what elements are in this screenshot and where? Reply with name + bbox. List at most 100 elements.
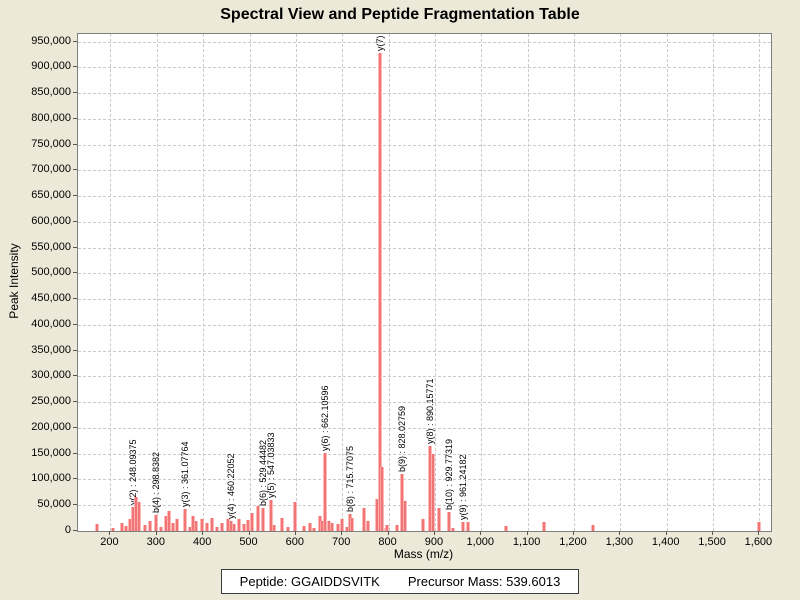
x-gridline xyxy=(527,34,529,531)
x-gridline xyxy=(481,34,483,531)
peak-bar xyxy=(216,527,219,531)
peak-bar xyxy=(422,519,425,531)
peak-bar xyxy=(120,523,123,531)
peptide-label: Peptide: GGAIDDSVITK xyxy=(239,574,380,589)
peak-bar xyxy=(210,518,213,531)
x-tick-label: 500 xyxy=(239,536,258,548)
x-tick-mark xyxy=(712,531,714,535)
peak-bar xyxy=(345,526,348,531)
x-gridline xyxy=(110,34,112,531)
y-gridline xyxy=(78,273,771,275)
peak-annotation: b(4) : 298.8382 xyxy=(151,451,162,514)
x-tick-mark xyxy=(387,531,389,535)
y-tick-mark xyxy=(73,195,77,197)
x-tick-label: 900 xyxy=(424,536,444,548)
x-gridline xyxy=(203,34,205,531)
peak-bar xyxy=(396,525,399,531)
x-tick-mark xyxy=(202,531,204,535)
x-tick-mark xyxy=(526,531,528,535)
peak-annotation: b(10) : 929.77319 xyxy=(443,438,454,510)
y-tick-label: 100,000 xyxy=(31,472,71,485)
peak-bar xyxy=(348,514,351,531)
chart-title: Spectral View and Peptide Fragmentation … xyxy=(220,6,580,23)
peak-annotation: y(6) : 662.10596 xyxy=(319,385,330,451)
x-gridline xyxy=(434,34,436,531)
x-tick-mark xyxy=(572,531,574,535)
peak-bar xyxy=(462,521,465,531)
peak-bar xyxy=(172,523,175,531)
y-tick-mark xyxy=(73,40,77,42)
x-gridline xyxy=(249,34,251,531)
y-gridline xyxy=(78,170,771,172)
x-tick-mark xyxy=(619,531,621,535)
spectral-view-chart: Spectral View and Peptide Fragmentation … xyxy=(7,6,773,561)
peak-annotation: y(9) : 961.24182 xyxy=(458,454,469,520)
peak-bar xyxy=(230,520,233,531)
peptide-info-box: Peptide: GGAIDDSVITK Precursor Mass: 539.… xyxy=(220,569,580,594)
y-tick-label: 450,000 xyxy=(31,292,71,305)
y-gridline xyxy=(78,41,771,43)
y-gridline xyxy=(78,93,771,95)
x-gridline xyxy=(573,34,575,531)
y-tick-mark xyxy=(73,298,77,300)
y-tick-mark xyxy=(73,349,77,351)
info-panel: Peptide: GGAIDDSVITK Precursor Mass: 539.… xyxy=(0,569,800,594)
peak-bar xyxy=(237,519,240,531)
peak-bar xyxy=(375,499,378,531)
peak-bar xyxy=(318,516,321,531)
peak-annotation: b(8) : 715.77075 xyxy=(344,445,355,512)
peak-bar xyxy=(386,524,389,531)
peak-bar xyxy=(165,516,168,531)
x-gridline xyxy=(388,34,390,531)
x-tick-label: 400 xyxy=(192,536,212,548)
y-tick-label: 0 xyxy=(64,524,71,536)
y-tick-label: 250,000 xyxy=(31,395,71,408)
precursor-mass-label: Precursor Mass: 539.6013 xyxy=(407,574,561,589)
x-tick-label: 200 xyxy=(100,536,119,548)
x-gridline xyxy=(342,34,344,531)
x-gridline xyxy=(666,34,668,531)
peak-bar xyxy=(341,519,344,531)
y-gridline xyxy=(78,221,771,223)
y-tick-mark xyxy=(73,478,77,480)
peak-bar xyxy=(452,527,455,531)
peak-bar xyxy=(250,512,253,531)
x-tick-label: 1,000 xyxy=(466,536,495,548)
peak-bar xyxy=(227,519,230,531)
x-tick-label: 600 xyxy=(285,536,305,548)
peak-bar xyxy=(270,500,273,531)
x-gridline xyxy=(156,34,158,531)
y-tick-label: 300,000 xyxy=(31,369,71,382)
peak-bar xyxy=(758,522,761,531)
y-gridline xyxy=(78,350,771,352)
peak-bar xyxy=(242,523,245,531)
y-tick-label: 950,000 xyxy=(31,34,71,47)
y-axis-title: Peak Intensity xyxy=(7,243,21,319)
peak-annotation: y(4) : 460.22052 xyxy=(226,453,237,519)
peak-bar xyxy=(135,497,138,531)
peak-bar xyxy=(381,466,384,531)
x-tick-label: 1,500 xyxy=(698,536,726,548)
peak-bar xyxy=(362,508,365,531)
y-tick-mark xyxy=(73,504,77,506)
y-tick-label: 650,000 xyxy=(31,189,71,202)
peak-bar xyxy=(400,473,403,531)
peak-bar xyxy=(111,527,114,531)
peak-bar xyxy=(247,520,250,531)
peak-annotation: y(7) : xyxy=(374,33,385,52)
peak-bar xyxy=(351,518,354,531)
x-tick-label: 1,600 xyxy=(744,536,773,548)
y-tick-mark xyxy=(73,246,77,248)
peak-bar xyxy=(131,506,134,531)
peak-bar xyxy=(293,502,296,531)
x-axis-title: Mass (m/z) xyxy=(393,547,454,561)
x-tick-label: 1,300 xyxy=(605,536,634,548)
x-tick-mark xyxy=(665,531,667,535)
peak-bar xyxy=(221,523,224,531)
y-gridline xyxy=(78,299,771,301)
peak-annotation: y(5) : 547.03833 xyxy=(266,432,277,499)
peak-bar xyxy=(149,521,152,531)
y-tick-label: 350,000 xyxy=(31,343,71,356)
y-gridline xyxy=(78,67,771,69)
plot-area[interactable]: y(2) : 248.09375 b(4) : 298.8382 y(3) : 36… xyxy=(77,33,772,532)
